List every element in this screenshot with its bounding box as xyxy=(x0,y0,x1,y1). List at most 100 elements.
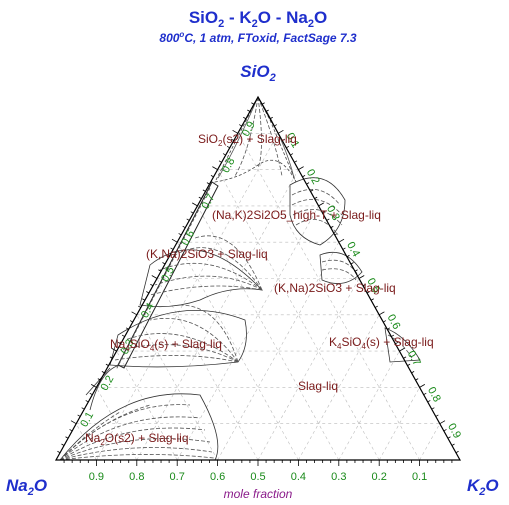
phase-label-kna2sio3-left: (K,Na)2SiO3 + Slag-liq xyxy=(146,247,268,261)
tick-mark xyxy=(101,371,105,374)
tick-mark xyxy=(97,378,101,381)
tick-mark xyxy=(65,436,69,439)
tick-mark xyxy=(117,341,121,345)
tick-label: 0.8 xyxy=(220,156,238,175)
tick-mark xyxy=(399,347,405,352)
tick-mark xyxy=(109,356,113,359)
tick-mark xyxy=(247,109,251,112)
tick-label: 0.6 xyxy=(210,471,225,483)
diagram-subtitle: 800oC, 1 atm, FToxid, FactSage 7.3 xyxy=(159,30,357,45)
tick-mark xyxy=(294,160,298,163)
tick-mark xyxy=(226,145,230,149)
tick-mark xyxy=(182,225,186,229)
tick-mark xyxy=(70,420,77,425)
tick-mark xyxy=(202,189,206,192)
tick-label: 0.7 xyxy=(170,471,185,483)
left-edge-ticks: 0.10.20.30.40.50.60.70.80.9 xyxy=(78,120,258,430)
tick-mark xyxy=(374,305,378,308)
tick-mark xyxy=(230,138,234,141)
tick-mark xyxy=(77,414,81,417)
tick-mark xyxy=(232,129,238,134)
tick-mark xyxy=(379,311,385,316)
tick-mark xyxy=(265,109,269,112)
tick-mark xyxy=(330,225,334,229)
tick-mark xyxy=(403,356,407,359)
tick-mark xyxy=(282,138,286,141)
tick-mark xyxy=(186,218,190,221)
tick-mark xyxy=(431,407,435,410)
tick-mark xyxy=(362,283,366,287)
tick-mark xyxy=(411,371,415,374)
tick-mark xyxy=(210,175,214,178)
tick-mark xyxy=(415,378,419,381)
tick-mark xyxy=(286,145,290,149)
tick-mark xyxy=(273,124,277,127)
grid-line xyxy=(217,169,380,461)
grid-line xyxy=(378,387,420,461)
tick-mark xyxy=(111,347,117,352)
grid-lines xyxy=(75,133,441,461)
tick-mark xyxy=(69,429,73,432)
grid-line xyxy=(176,205,319,461)
tick-mark xyxy=(105,363,109,366)
tick-mark xyxy=(439,420,446,425)
vertex-label-right: K2O xyxy=(467,476,499,498)
tick-mark xyxy=(314,196,318,199)
phase-label-na4sio4: Na4SiO4(s) + Slag-liq xyxy=(110,337,222,353)
tick-mark xyxy=(85,400,89,403)
phase-label-sio2: SiO2(s2) + Slag-liq xyxy=(198,132,297,148)
tick-mark xyxy=(125,327,129,330)
tick-mark xyxy=(391,334,395,337)
tick-mark xyxy=(198,196,202,199)
tick-mark xyxy=(151,275,158,279)
tick-mark xyxy=(342,247,346,250)
phase-boundaries xyxy=(59,96,421,461)
tick-mark xyxy=(435,414,439,417)
tick-mark xyxy=(395,341,399,345)
tick-mark xyxy=(419,384,426,388)
tick-label: 0.9 xyxy=(89,471,104,483)
tick-mark xyxy=(142,298,146,301)
tick-label: 0.4 xyxy=(291,471,306,483)
grid-line xyxy=(197,205,340,461)
tick-mark xyxy=(206,182,210,185)
tick-mark xyxy=(269,116,273,120)
tick-mark xyxy=(455,450,459,454)
tick-mark xyxy=(278,129,284,134)
tick-mark xyxy=(427,400,431,403)
tick-mark xyxy=(451,443,455,446)
tick-label: 0.3 xyxy=(331,471,346,483)
axis-label-mole-fraction: mole fraction xyxy=(224,487,293,501)
tick-mark xyxy=(89,392,93,396)
tick-mark xyxy=(150,283,154,287)
tick-mark xyxy=(447,436,451,439)
tick-mark xyxy=(334,233,338,236)
tick-mark xyxy=(346,254,350,258)
tick-label: 0.1 xyxy=(412,471,427,483)
tick-label: 0.8 xyxy=(129,471,144,483)
grid-line xyxy=(136,169,299,461)
tick-mark xyxy=(171,238,178,243)
phase-label-na2o: Na2O(s2) + Slag-liq xyxy=(85,431,189,447)
tick-mark xyxy=(354,269,358,272)
vertex-label-left: Na2O xyxy=(6,476,47,498)
tick-mark xyxy=(239,124,243,127)
tick-mark xyxy=(318,202,325,207)
tick-mark xyxy=(310,189,314,192)
grid-line xyxy=(156,278,259,461)
tick-mark xyxy=(218,160,222,163)
tick-mark xyxy=(131,311,137,316)
tick-mark xyxy=(407,363,411,366)
tick-mark xyxy=(57,450,61,454)
tick-mark xyxy=(443,429,447,432)
grid-line xyxy=(338,350,400,461)
tick-mark xyxy=(129,320,133,323)
tick-mark xyxy=(166,254,170,258)
tick-mark xyxy=(370,298,374,301)
grid-line xyxy=(237,133,420,461)
tick-mark xyxy=(290,153,294,156)
tick-label: 0.5 xyxy=(159,265,177,284)
tick-mark xyxy=(178,233,182,236)
tick-mark xyxy=(350,262,354,265)
tick-mark xyxy=(338,238,345,243)
